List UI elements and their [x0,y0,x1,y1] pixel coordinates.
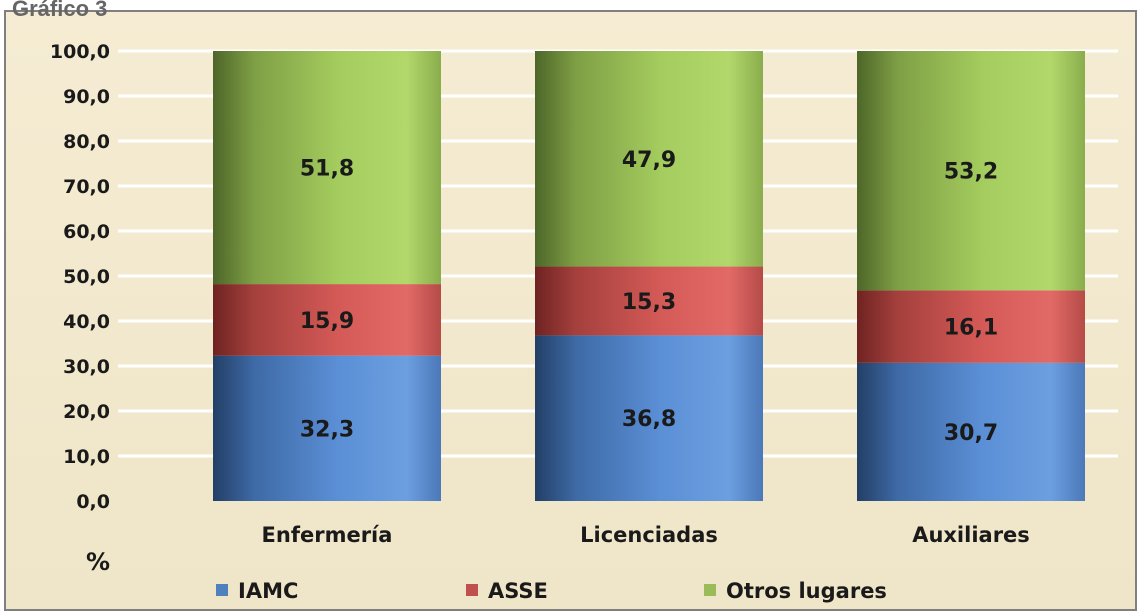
bar-segment-otros-lugares [535,51,763,267]
legend-label: ASSE [488,579,548,603]
bar-segment-iamc [535,335,763,501]
data-label: 32,3 [300,417,354,442]
data-label: 30,7 [944,421,998,446]
chart-title: Gráfico 3 [12,0,108,21]
bar-segment-iamc [213,355,441,501]
x-axis-categories: Enfermería Licenciadas Auxiliares [262,523,1030,547]
y-tick-label: 0,0 [76,491,110,513]
bars [213,51,1085,501]
legend-swatch [216,584,228,596]
x-category-label: Auxiliares [912,523,1030,547]
y-tick-label: 10,0 [63,446,110,468]
data-labels: 32,3 15,9 51,8 36,8 15,3 47,9 30,7 16,1 53,2 [300,148,998,446]
bar-segment-otros-lugares [213,51,441,285]
legend-label: IAMC [238,579,298,603]
data-label: 36,8 [622,407,676,432]
y-axis-unit-label: % [86,548,110,576]
x-category-label: Licenciadas [580,523,718,547]
y-axis-ticks: 0,0 10,0 20,0 30,0 40,0 50,0 60,0 70,0 80,0 90,0 1… [50,41,110,513]
data-label: 15,3 [622,290,676,315]
legend-swatch [466,584,478,596]
data-label: 47,9 [622,148,676,173]
y-tick-label: 20,0 [63,401,110,423]
legend: IAMC ASSE Otros lugares [216,579,887,603]
y-tick-label: 40,0 [63,311,110,333]
x-category-label: Enfermería [262,523,393,547]
y-tick-label: 30,0 [63,356,110,378]
bar-segment-otros-lugares [857,51,1085,291]
y-tick-label: 80,0 [63,131,110,153]
data-label: 51,8 [300,157,354,182]
y-tick-label: 90,0 [63,86,110,108]
y-tick-label: 60,0 [63,221,110,243]
data-label: 15,9 [300,309,354,334]
legend-swatch [704,584,716,596]
y-tick-label: 50,0 [63,266,110,288]
bar-segment-asse [857,290,1085,363]
data-label: 16,1 [944,316,998,341]
legend-label: Otros lugares [726,579,887,603]
y-tick-label: 100,0 [50,41,110,63]
bar-segment-asse [535,266,763,336]
bar-segment-iamc [857,362,1085,501]
data-label: 53,2 [944,160,998,185]
bar-segment-asse [213,284,441,356]
y-tick-label: 70,0 [63,176,110,198]
